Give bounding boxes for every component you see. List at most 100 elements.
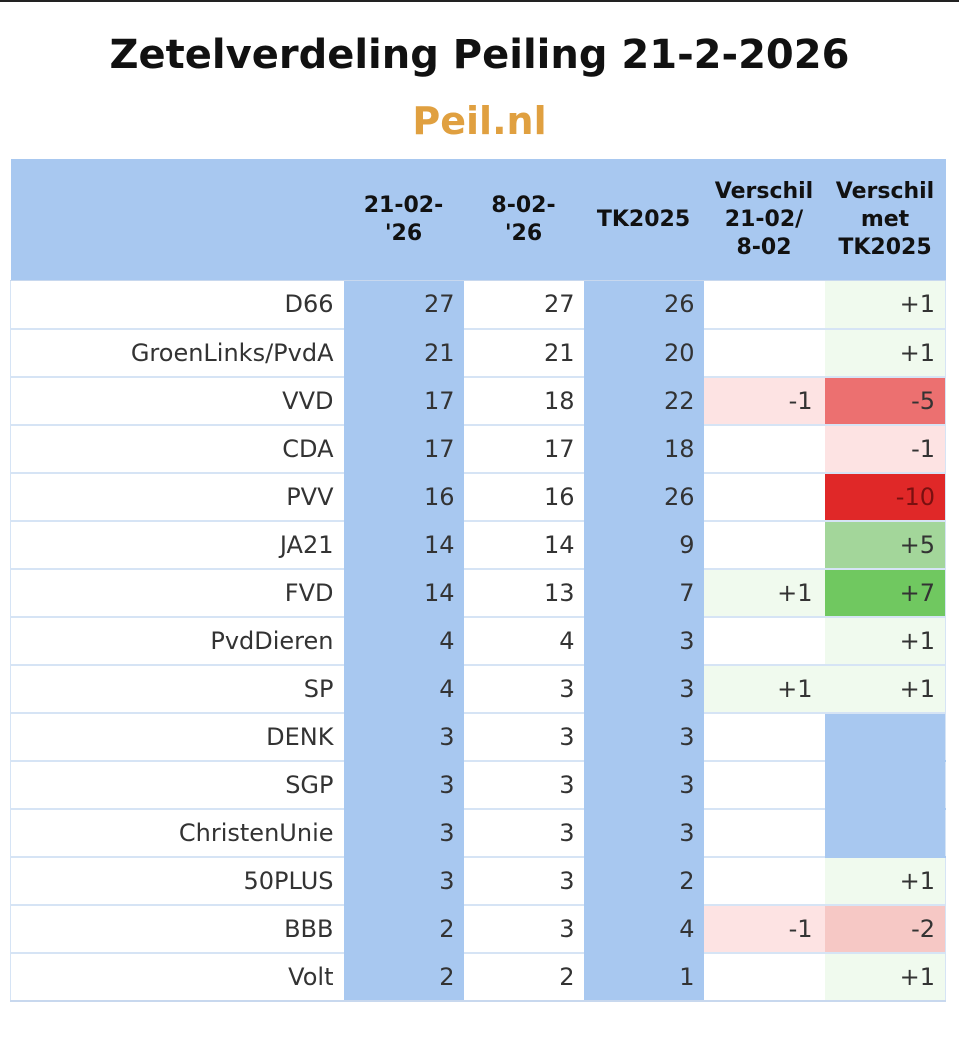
party-name-cell: ChristenUnie — [10, 808, 344, 858]
header-poll-21-02: 21-02- '26 — [343, 159, 464, 281]
chart-subtitle: Peil.nl — [412, 99, 547, 143]
diff-polls-cell — [703, 472, 825, 522]
diff-polls-cell: +1 — [703, 664, 825, 714]
tk2025-cell: 1 — [583, 952, 704, 1002]
diff-polls-cell — [703, 520, 825, 570]
poll-8-02-cell: 17 — [463, 424, 584, 474]
tk2025-cell: 9 — [583, 520, 704, 570]
header-diff-polls: Verschil 21-02/ 8-02 — [703, 159, 825, 281]
tk2025-cell: 3 — [583, 808, 704, 858]
table-row: CDA 17 17 18 -1 — [10, 424, 946, 474]
poll-8-02-cell: 27 — [463, 280, 584, 330]
table-row: JA21 14 14 9 +5 — [10, 520, 946, 570]
table-row: BBB 2 3 4 -1 -2 — [10, 904, 946, 954]
tk2025-cell: 3 — [583, 712, 704, 762]
poll-8-02-cell: 18 — [463, 376, 584, 426]
diff-tk2025-cell: +1 — [824, 280, 946, 330]
seat-distribution-table: 21-02- '26 8-02- '26 TK2025 Verschil 21-… — [10, 159, 946, 1002]
party-name-cell: DENK — [10, 712, 344, 762]
party-name-cell: PvdDieren — [10, 616, 344, 666]
poll-8-02-cell: 21 — [463, 328, 584, 378]
header-poll-8-02: 8-02- '26 — [463, 159, 584, 281]
party-name-cell: GroenLinks/PvdA — [10, 328, 344, 378]
table-header-row: 21-02- '26 8-02- '26 TK2025 Verschil 21-… — [10, 159, 946, 281]
diff-polls-cell — [703, 808, 825, 858]
diff-tk2025-cell: +1 — [824, 952, 946, 1002]
diff-tk2025-cell: -2 — [824, 904, 946, 954]
diff-polls-cell — [703, 856, 825, 906]
party-name-cell: FVD — [10, 568, 344, 618]
diff-polls-cell: +1 — [703, 568, 825, 618]
poll-8-02-cell: 3 — [463, 856, 584, 906]
poll-8-02-cell: 13 — [463, 568, 584, 618]
tk2025-cell: 3 — [583, 616, 704, 666]
party-name-cell: SGP — [10, 760, 344, 810]
poll-8-02-cell: 4 — [463, 616, 584, 666]
party-name-cell: D66 — [10, 280, 344, 330]
diff-tk2025-cell — [824, 808, 946, 858]
party-name-cell: PVV — [10, 472, 344, 522]
tk2025-cell: 2 — [583, 856, 704, 906]
poll-21-02-cell: 3 — [343, 712, 464, 762]
diff-tk2025-cell — [824, 760, 946, 810]
poll-8-02-cell: 14 — [463, 520, 584, 570]
tk2025-cell: 20 — [583, 328, 704, 378]
diff-polls-cell — [703, 424, 825, 474]
diff-polls-cell — [703, 616, 825, 666]
poll-8-02-cell: 3 — [463, 712, 584, 762]
diff-polls-cell: -1 — [703, 376, 825, 426]
table-row: Volt 2 2 1 +1 — [10, 952, 946, 1002]
diff-polls-cell — [703, 712, 825, 762]
poll-21-02-cell: 4 — [343, 664, 464, 714]
poll-21-02-cell: 17 — [343, 376, 464, 426]
diff-tk2025-cell: +1 — [824, 328, 946, 378]
poll-8-02-cell: 16 — [463, 472, 584, 522]
diff-polls-cell — [703, 328, 825, 378]
poll-8-02-cell: 3 — [463, 808, 584, 858]
party-name-cell: BBB — [10, 904, 344, 954]
poll-21-02-cell: 3 — [343, 760, 464, 810]
header-diff-tk2025: Verschil met TK2025 — [824, 159, 946, 281]
diff-polls-cell: -1 — [703, 904, 825, 954]
diff-tk2025-cell: +1 — [824, 856, 946, 906]
poll-21-02-cell: 14 — [343, 520, 464, 570]
diff-polls-cell — [703, 760, 825, 810]
table-row: GroenLinks/PvdA 21 21 20 +1 — [10, 328, 946, 378]
poll-8-02-cell: 3 — [463, 904, 584, 954]
diff-tk2025-cell: -1 — [824, 424, 946, 474]
poll-21-02-cell: 27 — [343, 280, 464, 330]
diff-tk2025-cell: -10 — [824, 472, 946, 522]
tk2025-cell: 26 — [583, 472, 704, 522]
diff-polls-cell — [703, 280, 825, 330]
diff-tk2025-cell: +1 — [824, 664, 946, 714]
poll-8-02-cell: 2 — [463, 952, 584, 1002]
tk2025-cell: 26 — [583, 280, 704, 330]
tk2025-cell: 7 — [583, 568, 704, 618]
party-name-cell: JA21 — [10, 520, 344, 570]
table-row: 50PLUS 3 3 2 +1 — [10, 856, 946, 906]
table-row: FVD 14 13 7 +1 +7 — [10, 568, 946, 618]
chart-title: Zetelverdeling Peiling 21-2-2026 — [109, 32, 850, 78]
diff-tk2025-cell: +7 — [824, 568, 946, 618]
poll-21-02-cell: 2 — [343, 952, 464, 1002]
top-border — [0, 0, 959, 2]
poll-21-02-cell: 21 — [343, 328, 464, 378]
poll-21-02-cell: 3 — [343, 808, 464, 858]
header-party — [10, 159, 344, 281]
party-name-cell: CDA — [10, 424, 344, 474]
diff-tk2025-cell: +1 — [824, 616, 946, 666]
tk2025-cell: 3 — [583, 664, 704, 714]
diff-polls-cell — [703, 952, 825, 1002]
tk2025-cell: 22 — [583, 376, 704, 426]
poll-21-02-cell: 3 — [343, 856, 464, 906]
table-row: VVD 17 18 22 -1 -5 — [10, 376, 946, 426]
table-row: SGP 3 3 3 — [10, 760, 946, 810]
poll-21-02-cell: 4 — [343, 616, 464, 666]
poll-8-02-cell: 3 — [463, 760, 584, 810]
table-row: PvdDieren 4 4 3 +1 — [10, 616, 946, 666]
poll-21-02-cell: 17 — [343, 424, 464, 474]
poll-21-02-cell: 16 — [343, 472, 464, 522]
table-row: SP 4 3 3 +1 +1 — [10, 664, 946, 714]
table-row: D66 27 27 26 +1 — [10, 280, 946, 330]
diff-tk2025-cell: -5 — [824, 376, 946, 426]
